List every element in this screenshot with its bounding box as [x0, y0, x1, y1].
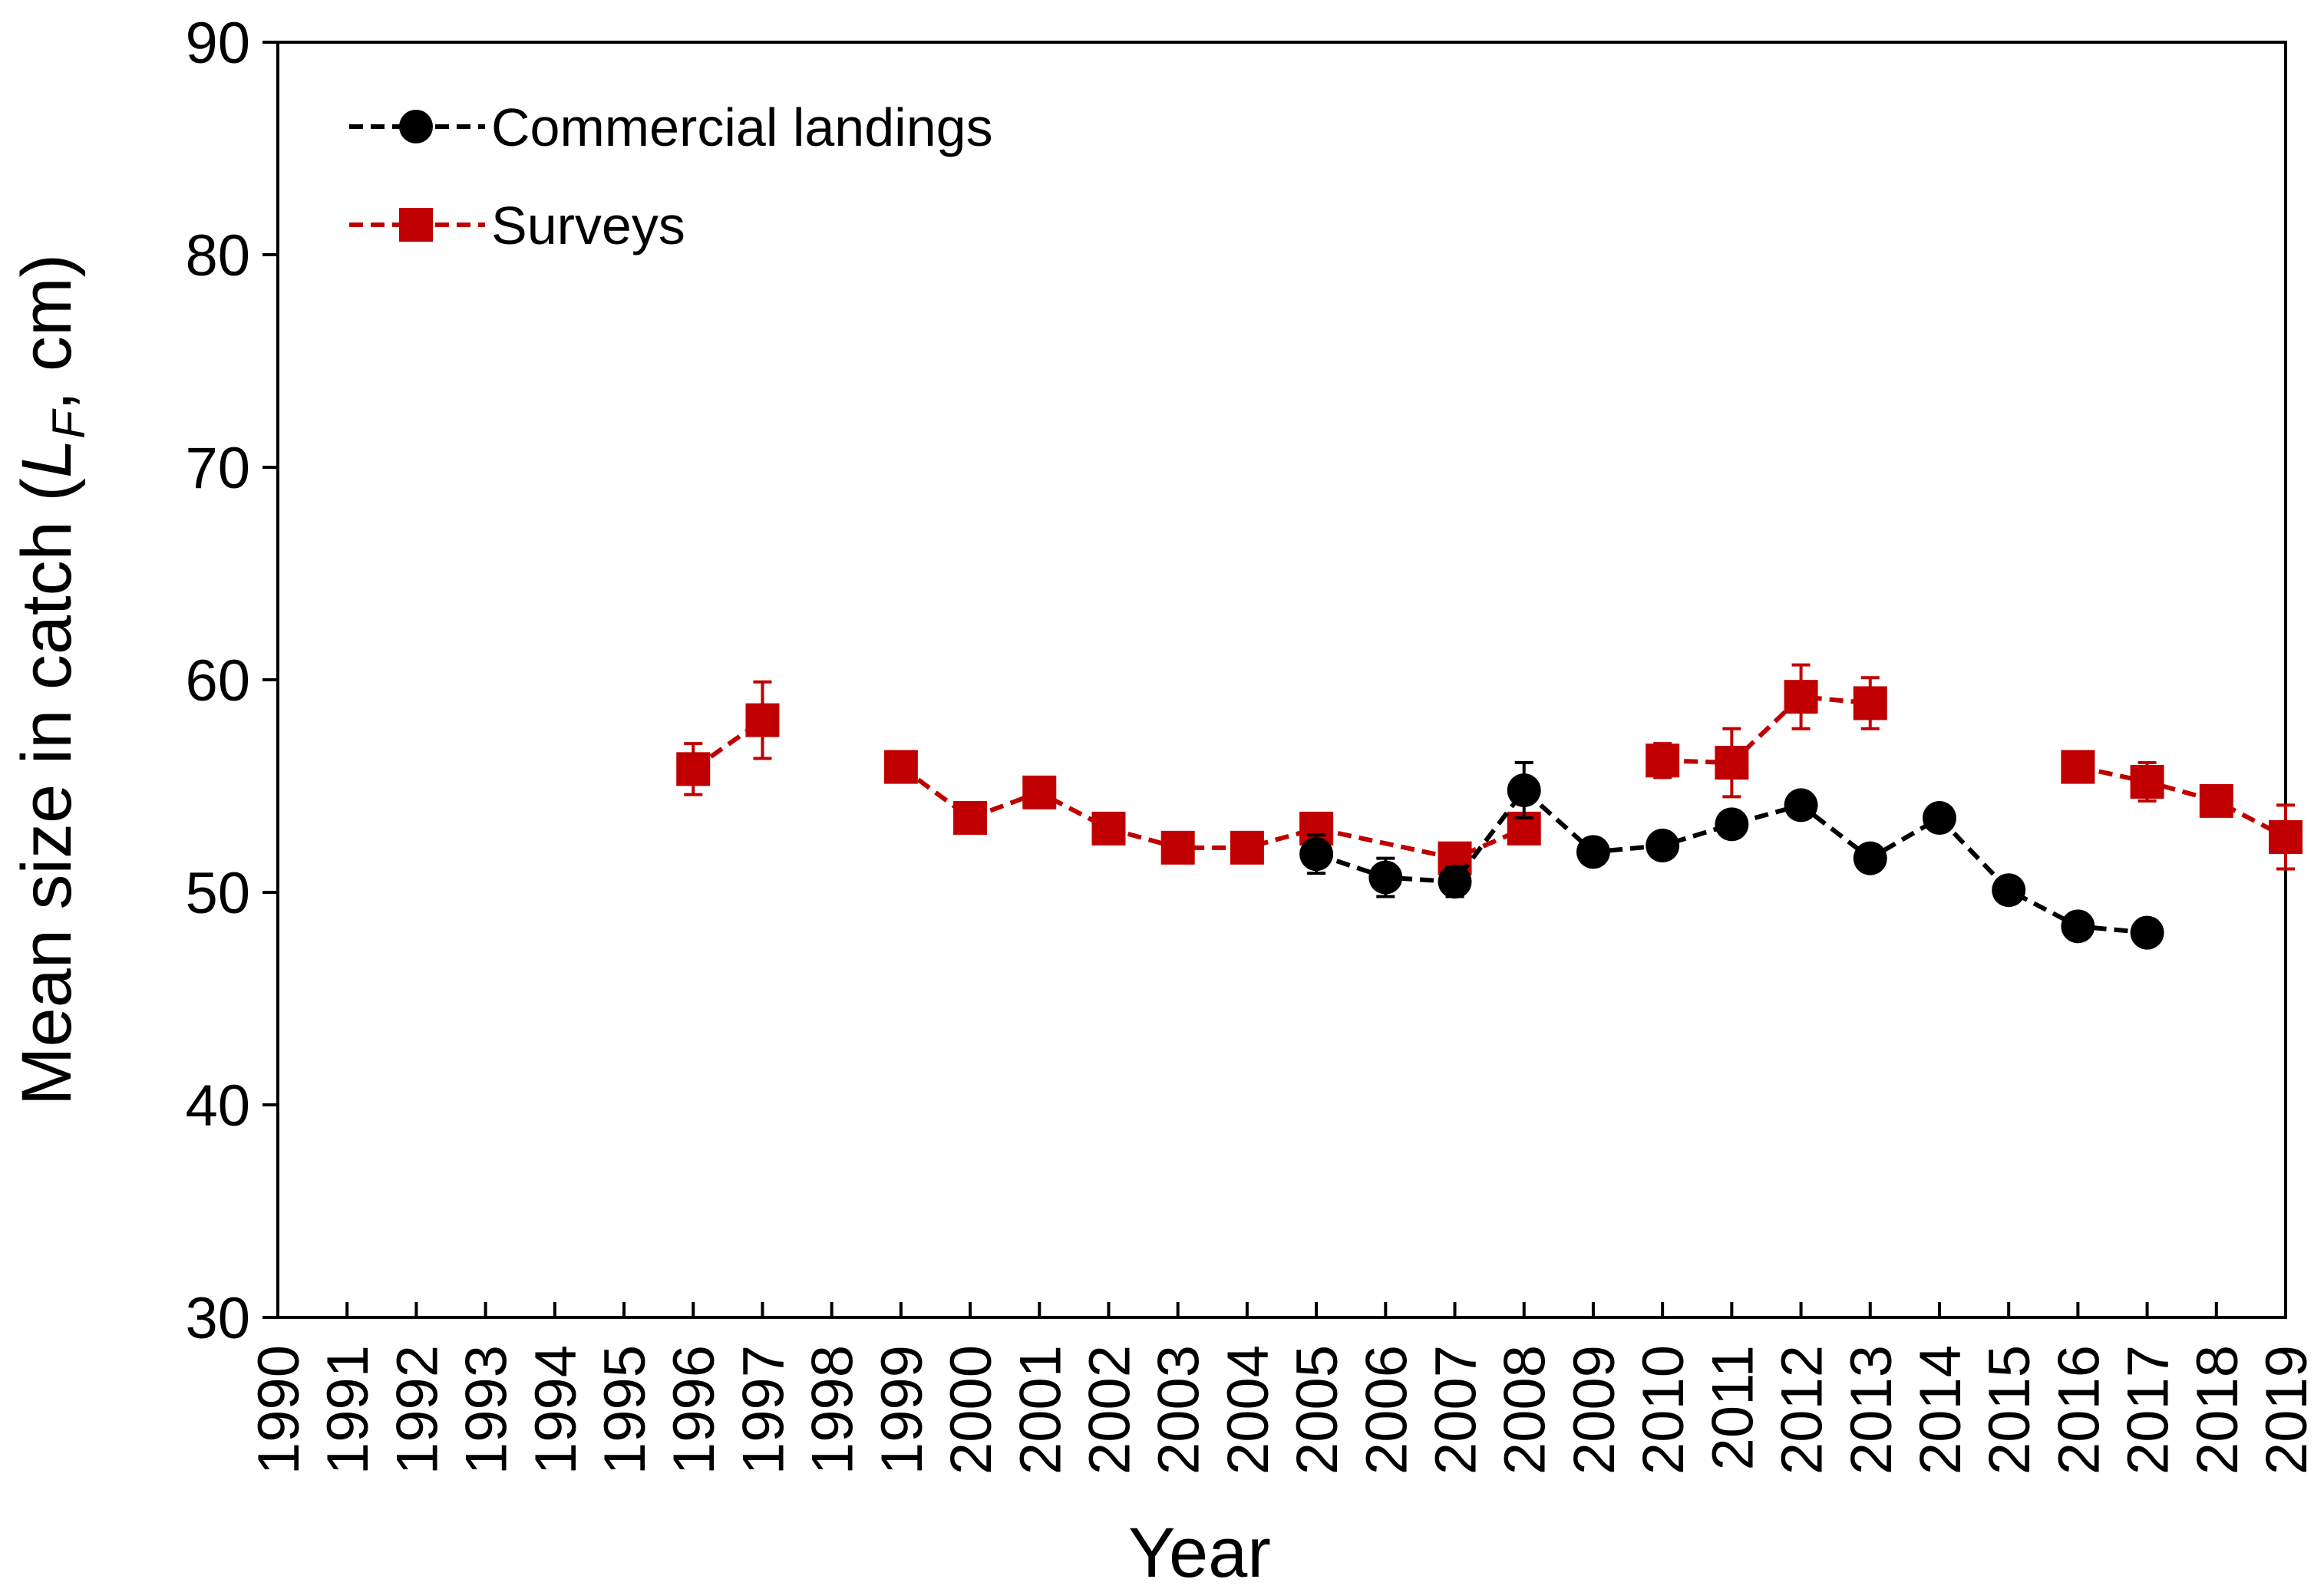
data-point-commercial-landings	[1784, 788, 1818, 823]
x-tick-label: 2004	[1216, 1345, 1281, 1475]
data-point-commercial-landings	[2061, 909, 2095, 944]
data-point-surveys	[2130, 764, 2164, 799]
data-point-surveys	[676, 752, 711, 786]
y-axis: 30 40 50 60 70 80 90	[185, 11, 278, 1351]
y-tick-label: 50	[185, 861, 250, 926]
data-point-commercial-landings	[1438, 865, 1472, 899]
data-point-surveys	[2199, 783, 2233, 818]
x-tick-label: 2002	[1077, 1345, 1142, 1475]
legend: Commercial landings Surveys	[349, 97, 993, 255]
series-commercial-landings	[1299, 761, 2164, 950]
data-point-commercial-landings	[2130, 915, 2164, 950]
data-point-surveys	[2061, 750, 2095, 784]
x-tick-label: 1993	[454, 1345, 520, 1475]
x-tick-label: 2009	[1562, 1345, 1627, 1475]
x-tick-label: 1992	[385, 1345, 450, 1475]
data-point-surveys	[1022, 775, 1057, 809]
x-tick-label: 2003	[1147, 1345, 1212, 1475]
data-point-commercial-landings	[1922, 801, 1956, 836]
legend-marker-commercial-landings	[399, 110, 433, 143]
x-tick-label: 2000	[939, 1345, 1004, 1475]
legend-label-commercial-landings: Commercial landings	[491, 97, 993, 157]
data-point-surveys	[1230, 830, 1264, 865]
series-surveys	[676, 663, 2303, 875]
x-tick-label: 1990	[246, 1345, 312, 1475]
x-tick-label: 2012	[1770, 1345, 1835, 1475]
x-tick-label: 2005	[1285, 1345, 1350, 1475]
x-tick-label: 1991	[315, 1345, 381, 1475]
plot-area	[276, 41, 2287, 1319]
x-tick-label: 2010	[1631, 1345, 1696, 1475]
data-point-commercial-landings	[1299, 837, 1334, 872]
legend-item-commercial-landings: Commercial landings	[349, 97, 993, 157]
legend-label-surveys: Surveys	[491, 196, 685, 255]
data-point-surveys	[1091, 811, 1126, 846]
x-tick-label: 2013	[1839, 1345, 1904, 1475]
series-line-surveys	[2077, 764, 2287, 839]
x-tick-label: 1996	[662, 1345, 727, 1475]
data-point-commercial-landings	[1646, 829, 1680, 863]
x-tick-label: 2001	[1008, 1345, 1073, 1475]
data-point-surveys	[1646, 743, 1680, 778]
y-axis-title: Mean size in catch (LF, cm)	[8, 254, 94, 1106]
data-point-commercial-landings	[1576, 835, 1610, 869]
x-tick-label: 2019	[2254, 1345, 2319, 1475]
y-tick-label: 70	[185, 436, 250, 501]
x-tick-label: 2008	[1493, 1345, 1558, 1475]
y-axis-title-variable: L	[8, 439, 86, 478]
x-tick-label: 2015	[1977, 1345, 2042, 1475]
data-point-commercial-landings	[1992, 873, 2026, 908]
data-point-surveys	[953, 801, 988, 836]
x-tick-label: 1995	[593, 1345, 658, 1475]
data-point-commercial-landings	[1368, 860, 1403, 895]
series-line-surveys	[1662, 694, 1871, 766]
x-tick-label: 2017	[2116, 1345, 2181, 1475]
data-point-surveys	[1853, 686, 1887, 720]
data-point-commercial-landings	[1715, 807, 1749, 842]
legend-item-surveys: Surveys	[349, 196, 685, 255]
x-tick-label: 1998	[801, 1345, 866, 1475]
data-point-surveys	[2269, 819, 2303, 854]
data-point-commercial-landings	[1507, 773, 1541, 808]
data-point-surveys	[1715, 746, 1749, 780]
x-axis-title: Year	[1128, 1514, 1271, 1589]
x-tick-label: 1999	[870, 1345, 935, 1475]
data-point-commercial-landings	[1853, 841, 1887, 875]
series-layer	[676, 663, 2303, 950]
y-tick-label: 60	[185, 648, 250, 714]
x-tick-label: 2006	[1354, 1345, 1419, 1475]
x-tick-label: 2011	[1700, 1345, 1765, 1470]
x-tick-label: 1994	[523, 1345, 589, 1475]
y-axis-title-subscript: F	[43, 408, 94, 439]
x-tick-label: 2007	[1424, 1345, 1489, 1475]
y-tick-label: 80	[185, 223, 250, 288]
data-point-surveys	[745, 703, 780, 737]
x-tick-label: 1997	[731, 1345, 796, 1475]
x-axis: 1990 1991 1992 1993 1994 1995 1996 1997 1998 1999…	[246, 1302, 2319, 1475]
y-axis-title-prefix: Mean size in catch (	[8, 478, 86, 1106]
x-tick-label: 2018	[2185, 1345, 2250, 1475]
data-point-surveys	[883, 750, 918, 784]
y-tick-label: 30	[185, 1286, 250, 1351]
data-point-surveys	[1784, 680, 1818, 714]
data-point-surveys	[1160, 830, 1195, 865]
y-axis-title-suffix: , cm)	[8, 254, 86, 410]
legend-marker-surveys	[399, 208, 433, 242]
y-tick-label: 40	[185, 1073, 250, 1139]
x-tick-label: 2016	[2046, 1345, 2111, 1475]
x-tick-label: 2014	[1908, 1345, 1973, 1475]
y-tick-label: 90	[185, 11, 250, 76]
